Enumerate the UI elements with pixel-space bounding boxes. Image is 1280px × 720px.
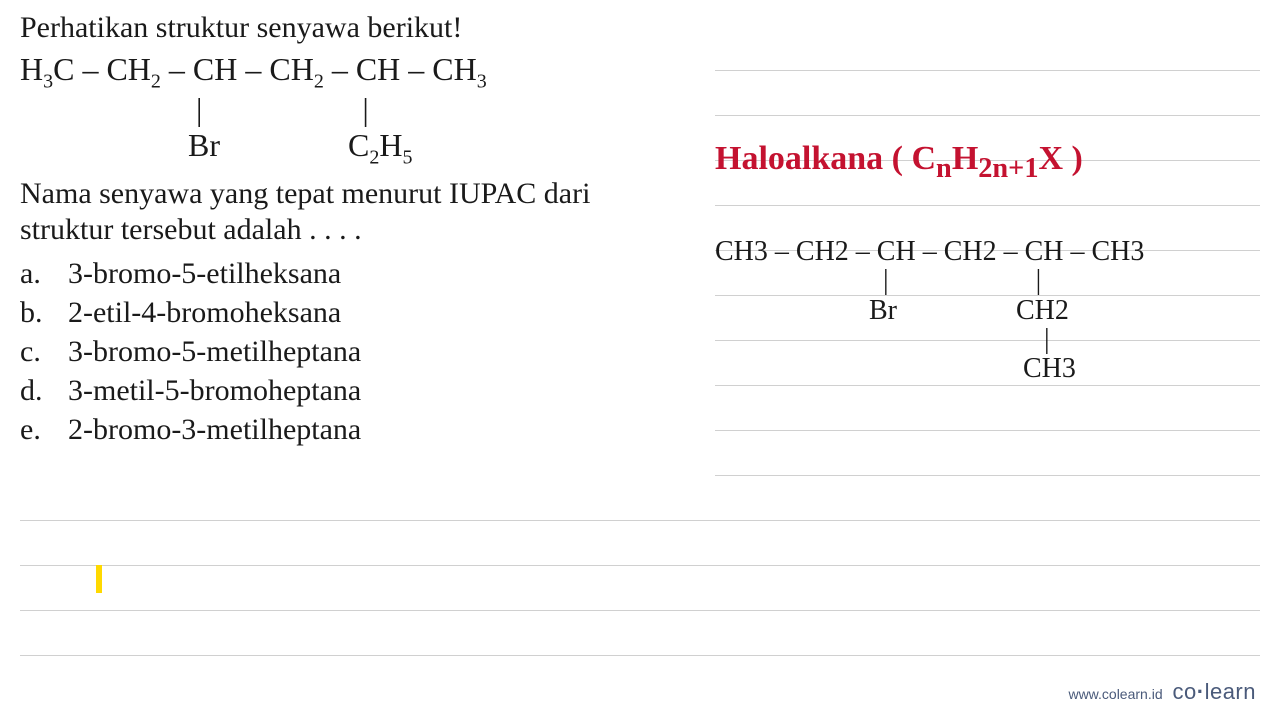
structure-line-1: H3C – CH2 – CH – CH2 – CH – CH3 bbox=[20, 52, 700, 92]
yellow-highlight-mark bbox=[96, 565, 102, 593]
option-row: c.3-bromo-5-metilheptana bbox=[20, 332, 700, 371]
hw-structure-3: Br CH2 bbox=[715, 296, 1260, 325]
option-text: 3-bromo-5-metilheptana bbox=[68, 332, 361, 371]
options-list: a.3-bromo-5-etilheksanab.2-etil-4-bromoh… bbox=[20, 254, 700, 449]
question-panel: Perhatikan struktur senyawa berikut! H3C… bbox=[20, 10, 700, 449]
option-letter: c. bbox=[20, 332, 68, 371]
footer-brand: co·learn bbox=[1173, 679, 1257, 704]
option-letter: d. bbox=[20, 371, 68, 410]
handwritten-title: Haloalkana ( CnH2n+1X ) bbox=[715, 140, 1260, 185]
structure-line-2: | | bbox=[20, 92, 700, 127]
handwriting-panel: Haloalkana ( CnH2n+1X ) CH3 – CH2 – CH –… bbox=[715, 10, 1260, 384]
question-prompt-2: struktur tersebut adalah . . . . bbox=[20, 212, 700, 248]
option-row: d.3-metil-5-bromoheptana bbox=[20, 371, 700, 410]
question-intro: Perhatikan struktur senyawa berikut! bbox=[20, 10, 700, 46]
hw-structure-2: | | bbox=[715, 266, 1260, 295]
option-row: b.2-etil-4-bromoheksana bbox=[20, 293, 700, 332]
option-text: 3-bromo-5-etilheksana bbox=[68, 254, 341, 293]
option-text: 3-metil-5-bromoheptana bbox=[68, 371, 361, 410]
option-text: 2-bromo-3-metilheptana bbox=[68, 410, 361, 449]
hw-structure-4: | bbox=[715, 325, 1260, 354]
option-row: e.2-bromo-3-metilheptana bbox=[20, 410, 700, 449]
question-prompt-1: Nama senyawa yang tepat menurut IUPAC da… bbox=[20, 176, 700, 212]
hw-structure-5: CH3 bbox=[715, 354, 1260, 383]
brand-dot: · bbox=[1197, 679, 1205, 704]
brand-right: learn bbox=[1205, 679, 1256, 704]
footer: www.colearn.id co·learn bbox=[1068, 679, 1256, 705]
option-letter: b. bbox=[20, 293, 68, 332]
option-row: a.3-bromo-5-etilheksana bbox=[20, 254, 700, 293]
structure-line-3: Br C2H5 bbox=[20, 128, 700, 168]
hw-structure-1: CH3 – CH2 – CH – CH2 – CH – CH3 bbox=[715, 237, 1260, 266]
option-letter: e. bbox=[20, 410, 68, 449]
option-text: 2-etil-4-bromoheksana bbox=[68, 293, 341, 332]
option-letter: a. bbox=[20, 254, 68, 293]
brand-left: co bbox=[1173, 679, 1197, 704]
footer-url: www.colearn.id bbox=[1068, 686, 1162, 702]
